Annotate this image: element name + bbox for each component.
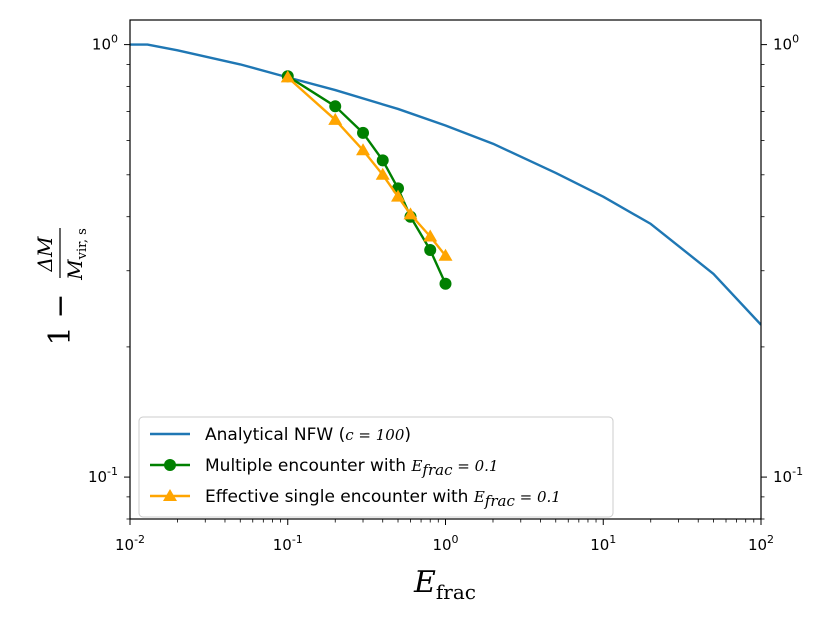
legend-marker-effective <box>163 489 177 501</box>
x-tick-label-base: 10 <box>273 536 292 554</box>
legend-nfw-math: c = 100 <box>345 426 405 444</box>
legend-box <box>138 416 614 518</box>
major-ticks <box>124 44 767 525</box>
y-label-minus: − <box>43 293 78 318</box>
y-tick-label-exp: 0 <box>792 33 799 46</box>
legend-effective-sub: frac <box>484 492 516 510</box>
series-point-2 <box>328 112 343 125</box>
y-tick-label-right: 100 <box>773 33 799 54</box>
x-axis-label-main: E <box>413 565 436 600</box>
x-tick-label: 10-1 <box>273 533 303 554</box>
y-tick-label-exp: -1 <box>792 465 803 478</box>
series-point-2 <box>280 70 295 83</box>
y-tick-label-exp: 0 <box>111 33 118 46</box>
x-tick-label: 10-2 <box>115 533 145 554</box>
y-tick-label-base: 10 <box>773 468 792 486</box>
y-tick-label-base: 10 <box>92 36 111 54</box>
y-tick-label-exp: -1 <box>107 465 118 478</box>
series-line-2 <box>286 76 447 257</box>
x-axis-label: Efrac <box>413 565 476 604</box>
x-axis-label-sub: frac <box>436 580 476 604</box>
y-tick-label-left: 10-1 <box>88 465 118 486</box>
x-tick-label-base: 10 <box>115 536 134 554</box>
series-point-1 <box>424 244 437 257</box>
legend-effective-math: E <box>473 488 485 506</box>
y-label-one: 1 <box>43 326 78 345</box>
x-tick-label: 101 <box>590 533 616 554</box>
series-line-1 <box>287 75 447 285</box>
series-point-2 <box>423 229 438 242</box>
x-tick-label-exp: 0 <box>452 533 459 546</box>
series-point-2 <box>438 248 453 261</box>
legend-entry-nfw: Analytical NFW (c = 100) <box>205 425 411 445</box>
series-point-2 <box>391 189 406 202</box>
legend-entry-multiple: Multiple encounter with Efrac = 0.1 <box>205 456 498 479</box>
y-tick-label-right: 10-1 <box>773 465 803 486</box>
x-tick-label-base: 10 <box>748 536 767 554</box>
y-label-den-main: M <box>63 259 87 281</box>
series-point-1 <box>439 277 452 290</box>
x-tick-label: 100 <box>432 533 458 554</box>
x-tick-label-exp: -1 <box>292 533 303 546</box>
series-point-1 <box>357 126 370 139</box>
x-tick-label-base: 10 <box>432 536 451 554</box>
series-point-2 <box>356 143 371 156</box>
y-tick-label-base: 10 <box>773 36 792 54</box>
legend-multiple-sub: frac <box>421 461 453 479</box>
legend-multiple-eq: = 0.1 <box>452 457 498 475</box>
x-tick-label: 102 <box>748 533 774 554</box>
legend-effective-prefix: Effective single encounter with <box>205 487 474 507</box>
x-tick-label-base: 10 <box>590 536 609 554</box>
legend-nfw-suffix: ) <box>404 425 411 445</box>
series-point-2 <box>403 207 418 220</box>
y-label-den: Mvir, s <box>63 228 90 281</box>
y-label-num: ΔM <box>33 236 57 272</box>
y-tick-label-left: 100 <box>92 33 118 54</box>
y-label-den-sub: vir, s <box>75 228 90 260</box>
legend-entry-effective: Effective single encounter with Efrac = … <box>205 487 561 510</box>
legend-effective-eq: = 0.1 <box>515 488 561 506</box>
x-tick-label-exp: 2 <box>767 533 774 546</box>
series-point-1 <box>329 100 342 113</box>
legend: Analytical NFW (c = 100) Multiple encoun… <box>138 416 614 518</box>
legend-nfw-prefix: Analytical NFW ( <box>205 425 345 445</box>
series-layer <box>130 43 761 326</box>
series-point-2 <box>375 167 390 180</box>
legend-multiple-prefix: Multiple encounter with <box>205 456 411 476</box>
y-tick-label-base: 10 <box>88 468 107 486</box>
legend-marker-multiple <box>164 459 176 471</box>
plot-frame <box>129 19 762 520</box>
series-point-1 <box>376 154 389 167</box>
legend-multiple-math: E <box>410 457 422 475</box>
y-axis-label: 1 − ΔM Mvir, s <box>33 228 90 346</box>
x-tick-label-exp: 1 <box>609 533 616 546</box>
series-line-0 <box>130 43 761 326</box>
x-tick-label-exp: -2 <box>134 533 145 546</box>
